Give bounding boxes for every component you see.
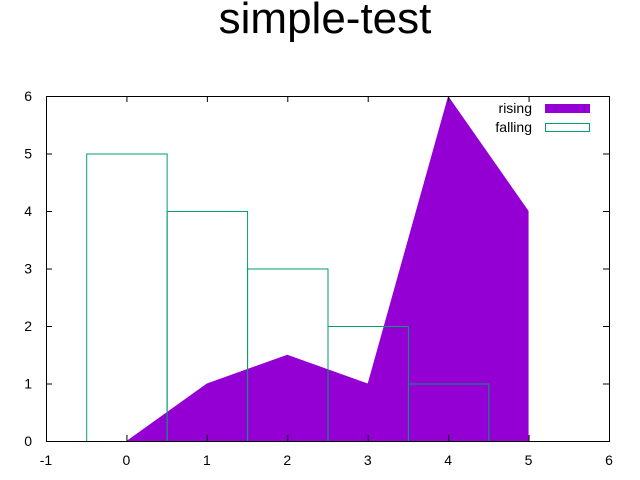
x-tick-label: 0: [123, 452, 131, 468]
y-tick-label: 5: [24, 146, 32, 162]
x-tick-label: -1: [40, 452, 53, 468]
y-tick-label: 3: [24, 261, 32, 277]
legend-label-falling: falling: [495, 119, 532, 135]
area-rising: [126, 96, 529, 441]
x-tick-label: 5: [525, 452, 533, 468]
tick-layer: -1 0 1 2 3 4 5 6 0 1 2 3 4 5 6: [24, 88, 613, 468]
chart-title: simple-test: [219, 0, 432, 43]
x-tick-label: 1: [203, 452, 211, 468]
x-tick-label: 6: [605, 452, 613, 468]
x-tick-label: 3: [364, 452, 372, 468]
plot-border: [46, 96, 610, 442]
y-tick-label: 6: [24, 88, 32, 104]
legend-swatch-rising: [545, 104, 590, 113]
y-tick-label: 1: [24, 376, 32, 392]
y-tick-label: 2: [24, 318, 32, 334]
series-layer: [86, 96, 529, 442]
legend: rising falling: [495, 100, 590, 135]
x-tick-label: 2: [283, 452, 291, 468]
bar-falling-0: [86, 153, 168, 442]
y-tick-label: 0: [24, 433, 32, 449]
y-tick-label: 4: [24, 203, 32, 219]
x-tick-label: 4: [444, 452, 452, 468]
legend-swatch-falling: [545, 123, 590, 132]
legend-label-rising: rising: [499, 100, 532, 116]
